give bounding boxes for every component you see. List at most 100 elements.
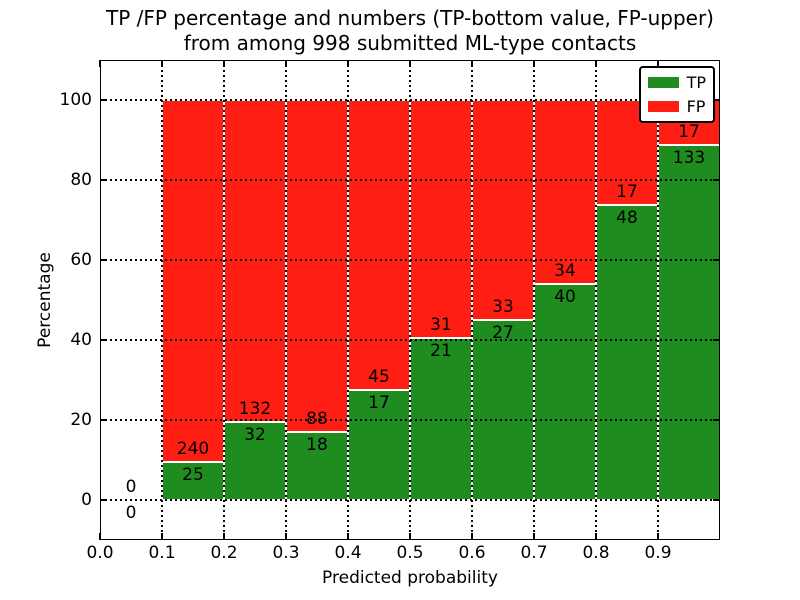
bar-label-tp: 32 <box>244 424 266 445</box>
tick-y-left <box>100 99 107 101</box>
y-tick-label: 0 <box>81 490 92 510</box>
bar-label-tp: 17 <box>368 393 390 414</box>
bar-label-fp: 17 <box>616 181 638 202</box>
bar-label-fp: 0 <box>125 477 137 497</box>
gridline-x <box>409 60 411 540</box>
gridline-x <box>657 60 659 540</box>
tick-x-bottom <box>285 533 287 540</box>
legend-swatch-tp <box>647 77 679 88</box>
tick-x-top <box>347 60 349 67</box>
tick-y-left <box>100 259 107 261</box>
bar-label-fp: 17 <box>678 122 700 143</box>
gridline-x <box>285 60 287 540</box>
legend-entry-tp: TP <box>647 73 706 92</box>
y-tick-label: 60 <box>70 250 92 270</box>
bar-label-tp: 18 <box>306 435 328 456</box>
tick-x-bottom <box>657 533 659 540</box>
gridline-x <box>533 60 535 540</box>
legend-swatch-fp <box>647 101 679 112</box>
x-tick-label: 0.5 <box>396 543 424 563</box>
tick-x-top <box>471 60 473 67</box>
x-tick-label: 0.1 <box>148 543 176 563</box>
tick-y-left <box>100 419 107 421</box>
y-tick-label: 80 <box>70 170 92 190</box>
chart-title-line2: from among 998 submitted ML-type contact… <box>183 31 637 55</box>
chart-title-line1: TP /FP percentage and numbers (TP-bottom… <box>106 6 714 30</box>
gridline-x <box>161 60 163 540</box>
gridline-x <box>223 60 225 540</box>
bar-label-tp: 48 <box>616 207 638 228</box>
x-tick-label: 0.3 <box>272 543 300 563</box>
bar-label-fp: 240 <box>176 439 210 460</box>
bar-segment-tp <box>596 204 658 500</box>
x-tick-label: 0.8 <box>582 543 610 563</box>
bar-segment-fp <box>472 100 534 320</box>
tick-x-top <box>533 60 535 67</box>
gridline-y <box>100 339 720 341</box>
tick-y-right <box>713 499 720 501</box>
tick-y-left <box>100 339 107 341</box>
tick-y-right <box>713 99 720 101</box>
bar-label-tp: 40 <box>554 286 576 307</box>
bar-segment-tp <box>658 145 720 500</box>
x-tick-label: 0.7 <box>520 543 548 563</box>
tick-x-bottom <box>533 533 535 540</box>
tick-y-right <box>713 419 720 421</box>
bar-segment-tp <box>472 320 534 500</box>
y-tick-label: 20 <box>70 410 92 430</box>
tick-y-right <box>713 339 720 341</box>
tick-x-top <box>409 60 411 67</box>
gridline-x <box>471 60 473 540</box>
tick-x-bottom <box>347 533 349 540</box>
tick-x-top <box>161 60 163 67</box>
tick-x-top <box>223 60 225 67</box>
bar-label-tp: 0 <box>125 503 137 523</box>
gridline-y <box>100 259 720 261</box>
gridline-x <box>347 60 349 540</box>
gridline-y <box>100 419 720 421</box>
legend-entry-fp: FP <box>647 97 706 116</box>
bar-label-fp: 31 <box>430 315 452 336</box>
x-tick-label: 0.0 <box>86 543 114 563</box>
bar-segment-fp <box>410 100 472 339</box>
tick-y-right <box>713 259 720 261</box>
ticks-layer <box>99 60 720 540</box>
plot-area: 0 0 240 25 132 32 88 18 45 17 31 21 33 27 34 40 17 48 17 13… <box>99 60 720 540</box>
tick-x-bottom <box>223 533 225 540</box>
bar-label-fp: 34 <box>554 260 576 281</box>
bar-segment-fp <box>286 100 348 433</box>
x-tick-label: 0.2 <box>210 543 238 563</box>
tick-x-bottom <box>471 533 473 540</box>
legend-label-fp: FP <box>686 97 706 116</box>
tick-x-top <box>657 60 659 67</box>
grid-layer <box>100 60 720 540</box>
tick-x-bottom <box>161 533 163 540</box>
x-tick-label: 0.9 <box>644 543 672 563</box>
gridline-x <box>595 60 597 540</box>
legend: TP FP <box>638 66 715 123</box>
bar-segment-tp <box>534 283 596 500</box>
chart-title: TP /FP percentage and numbers (TP-bottom… <box>100 6 720 56</box>
bar-label-tp: 27 <box>492 323 514 343</box>
bar-label-fp: 132 <box>238 398 272 419</box>
x-tick-label: 0.6 <box>458 543 486 563</box>
tick-x-top <box>99 60 101 67</box>
bar-label-tp: 133 <box>672 148 706 169</box>
gridline-y <box>100 499 720 501</box>
bar-label-tp: 21 <box>430 341 452 362</box>
tick-x-bottom <box>409 533 411 540</box>
bar-segment-fp <box>162 100 224 463</box>
legend-label-tp: TP <box>686 73 706 92</box>
x-axis-label: Predicted probability <box>322 568 498 588</box>
tick-x-bottom <box>99 533 101 540</box>
bar-segment-tp <box>162 462 224 500</box>
y-tick-label: 40 <box>70 330 92 350</box>
tick-y-left <box>100 499 107 501</box>
x-tick-label: 0.4 <box>334 543 362 563</box>
tick-x-top <box>595 60 597 67</box>
y-tick-label: 100 <box>59 90 92 110</box>
bar-labels-layer: 0 0 240 25 132 32 88 18 45 17 31 21 33 27 34 40 17 48 17 13… <box>100 60 720 540</box>
gridline-y <box>100 99 720 101</box>
bar-label-fp: 88 <box>306 409 328 430</box>
